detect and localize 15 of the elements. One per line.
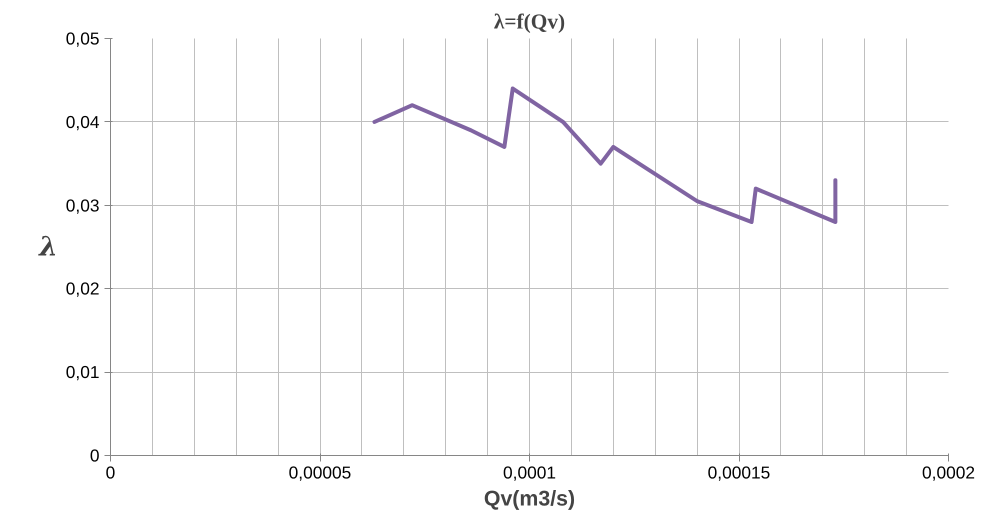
x-tick-label: 0,00005 xyxy=(288,462,352,482)
x-tick-label: 0,0002 xyxy=(922,462,975,482)
y-tick-label: 0,04 xyxy=(66,112,100,132)
x-tick-label: 0,00015 xyxy=(708,462,770,482)
y-tick-label: 0,01 xyxy=(66,362,100,382)
y-tick-label: 0 xyxy=(90,446,100,466)
y-tick-label: 0,03 xyxy=(66,195,100,216)
x-axis-title: Qv(m3/s) xyxy=(484,486,576,510)
y-tick-label: 0,05 xyxy=(66,28,100,48)
x-tick-label: 0,0001 xyxy=(503,462,556,482)
x-tick-label: 0 xyxy=(106,462,116,482)
y-axis-title: λ xyxy=(38,232,58,262)
line-series xyxy=(372,86,838,224)
y-tick-label: 0,02 xyxy=(66,278,100,299)
chart-title: λ=f(Qv) xyxy=(494,10,566,34)
